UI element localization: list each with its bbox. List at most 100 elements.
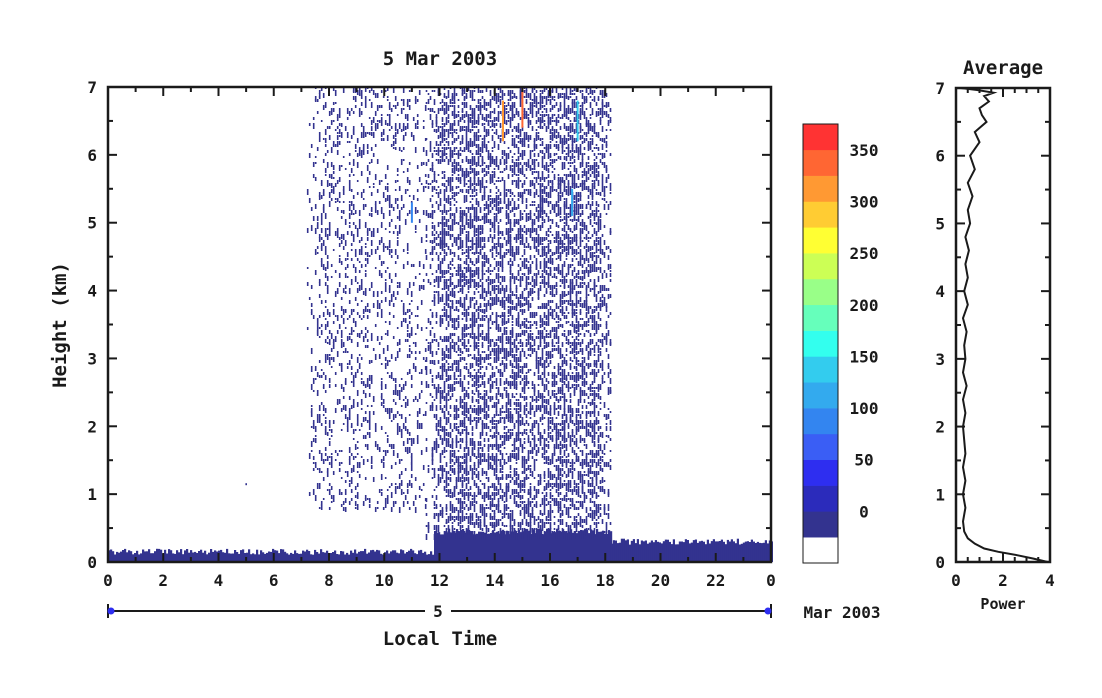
heatmap-cell	[501, 456, 504, 460]
heatmap-cell	[483, 312, 486, 314]
heatmap-cell	[495, 411, 498, 416]
heatmap-cell	[507, 309, 510, 314]
heatmap-cell	[374, 111, 377, 116]
heatmap-cell	[527, 300, 530, 306]
heatmap-cell	[457, 105, 460, 108]
heatmap-cell	[473, 123, 476, 125]
heatmap-cell	[497, 447, 500, 451]
heatmap-cell	[531, 438, 534, 440]
heatmap-cell	[431, 204, 434, 208]
heatmap-cell	[431, 213, 434, 219]
heatmap-cell	[318, 90, 321, 94]
heatmap-cell	[481, 396, 484, 400]
heatmap-surface-column	[216, 551, 219, 562]
heatmap-cell	[469, 276, 472, 280]
heatmap-cell	[503, 132, 506, 138]
heatmap-surface-column	[400, 549, 403, 562]
heatmap-cell	[507, 483, 510, 488]
heatmap-cell	[439, 126, 442, 128]
heatmap-cell	[487, 354, 490, 357]
heatmap-cell	[400, 414, 403, 419]
heatmap-cell	[437, 264, 440, 270]
heatmap-cell	[356, 333, 359, 337]
heatmap-cell	[491, 171, 494, 173]
heatmap-cell	[362, 132, 365, 138]
heatmap-cell	[509, 309, 512, 314]
heatmap-surface-column	[396, 552, 399, 562]
heatmap-cell	[382, 348, 385, 354]
heatmap-cell	[459, 246, 462, 249]
heatmap-cell	[404, 468, 407, 471]
heatmap-cell	[310, 405, 313, 407]
heatmap-cell	[465, 312, 468, 315]
heatmap-cell	[378, 303, 381, 309]
heatmap-cell	[457, 348, 460, 351]
heatmap-cell	[527, 270, 530, 275]
heatmap-cell	[453, 531, 456, 534]
heatmap-cell	[461, 429, 464, 434]
heatmap-cell	[356, 228, 359, 234]
heatmap-cell	[320, 504, 323, 510]
heatmap-cell	[416, 126, 419, 129]
heatmap-surface-column	[702, 541, 705, 562]
heatmap-cell	[495, 534, 498, 537]
heatmap-cell	[445, 372, 448, 377]
heatmap-cell	[388, 408, 391, 411]
heatmap-cell	[469, 114, 472, 116]
heatmap-cell	[376, 339, 379, 341]
heatmap-cell	[402, 423, 405, 429]
heatmap-cell	[513, 450, 516, 452]
heatmap-cell	[505, 330, 508, 335]
heatmap-cell	[457, 270, 460, 276]
heatmap-cell	[473, 381, 476, 387]
heatmap-cell	[477, 315, 480, 319]
heatmap-cell	[372, 90, 375, 95]
heatmap-cell	[364, 132, 367, 135]
heatmap-cell	[427, 174, 430, 178]
heatmap-surface-column	[536, 528, 539, 562]
heatmap-cell	[396, 342, 399, 346]
heatmap-cell	[505, 354, 508, 357]
heatmap-cell	[348, 459, 351, 465]
heatmap-cell	[517, 438, 520, 441]
heatmap-cell	[515, 174, 518, 176]
heatmap-cell	[525, 522, 528, 526]
heatmap-surface-column	[110, 549, 113, 562]
heatmap-cell	[507, 216, 510, 220]
heatmap-cell	[386, 183, 389, 185]
heatmap-surface-column	[436, 532, 439, 562]
heatmap-cell	[503, 441, 506, 445]
heatmap-cell	[483, 135, 486, 139]
heatmap-cell	[523, 264, 526, 269]
heatmap-cell	[340, 330, 343, 336]
heatmap-cell	[414, 225, 417, 230]
heatmap-cell	[459, 147, 462, 151]
heatmap-cell	[441, 507, 444, 512]
heatmap-cell	[439, 393, 442, 399]
heatmap-cell	[493, 174, 496, 178]
heatmap-cell	[487, 465, 490, 470]
heatmap-cell	[348, 141, 351, 143]
heatmap-cell	[398, 225, 401, 229]
heatmap-cell	[404, 447, 407, 452]
heatmap-cell	[489, 513, 492, 518]
heatmap-cell	[467, 516, 470, 522]
heatmap-cell	[410, 351, 413, 354]
heatmap-cell	[418, 219, 421, 223]
heatmap-cell	[352, 204, 355, 210]
heatmap-cell	[352, 330, 355, 332]
heatmap-cell	[358, 366, 361, 368]
heatmap-cell	[511, 129, 514, 132]
heatmap-cell	[449, 105, 452, 107]
heatmap-cell	[511, 534, 514, 538]
heatmap-cell	[310, 348, 313, 354]
heatmap-cell	[505, 240, 508, 246]
heatmap-cell	[495, 288, 498, 290]
heatmap-cell	[523, 180, 526, 183]
heatmap-cell	[322, 207, 325, 213]
heatmap-surface-column	[486, 534, 489, 562]
heatmap-cell	[483, 168, 486, 172]
heatmap-cell	[529, 501, 532, 507]
heatmap-cell	[322, 138, 325, 140]
heatmap-cell	[441, 363, 444, 367]
